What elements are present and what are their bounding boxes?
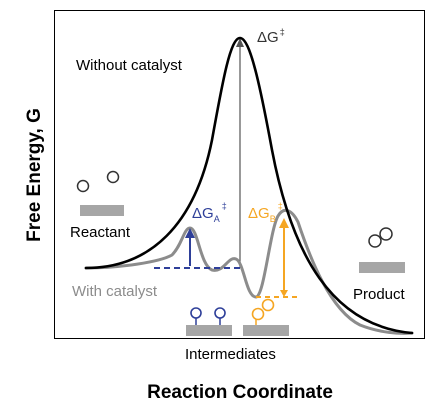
plot-frame	[54, 10, 425, 339]
uncatalyzed-barrier-arrowhead	[236, 38, 244, 47]
reactant-label: Reactant	[70, 224, 131, 241]
step-a-barrier-arrowhead	[185, 228, 195, 238]
reactant-molecule-icon	[106, 170, 120, 184]
reactant-bar	[80, 205, 124, 216]
intermediate-b-bar	[243, 325, 289, 336]
product-label: Product	[353, 286, 406, 303]
step-a-barrier-label: ΔGA‡	[192, 201, 227, 224]
y-axis-label: Free Energy, G	[24, 108, 45, 242]
product-molecule-icon	[368, 234, 382, 248]
product-bar	[359, 262, 405, 273]
intermediate-b-molecule-icon	[261, 298, 275, 312]
intermediate-a-molecule-icon	[190, 307, 202, 319]
intermediate-b-molecule-icon	[251, 307, 265, 321]
step-b-barrier-arrowhead	[279, 218, 289, 228]
x-axis-label: Reaction Coordinate	[147, 382, 333, 403]
step-b-barrier-label: ΔGB‡	[248, 201, 283, 224]
product-molecule-icon	[379, 227, 393, 241]
uncatalyzed-curve	[84, 36, 414, 335]
intermediates-label: Intermediates	[185, 346, 276, 363]
intermediate-a-molecule-icon	[214, 307, 226, 319]
catalyzed-curve-label: With catalyst	[72, 283, 158, 300]
step-b-arrow-tail-head	[280, 290, 288, 297]
intermediate-a-bar	[186, 325, 232, 336]
uncatalyzed-curve-label: Without catalyst	[76, 57, 183, 74]
reactant-molecule-icon	[76, 179, 90, 193]
uncatalyzed-barrier-label: ΔG‡	[257, 27, 285, 46]
